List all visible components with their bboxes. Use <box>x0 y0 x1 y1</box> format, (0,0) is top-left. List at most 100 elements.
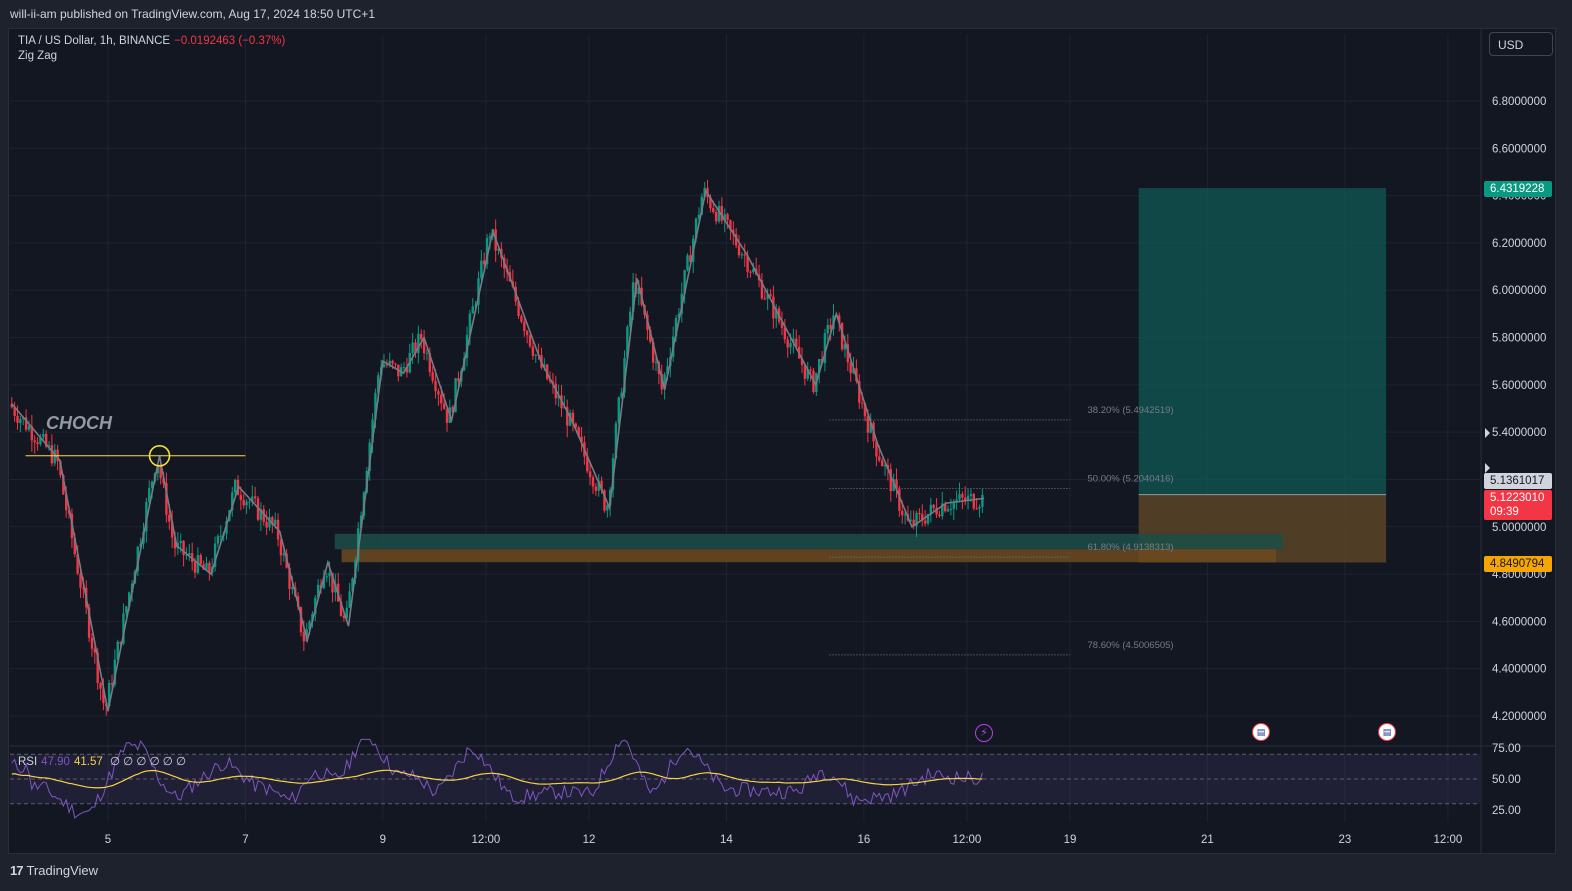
candle-body <box>314 597 317 615</box>
candle-body <box>308 621 311 630</box>
symbol-title[interactable]: TIA / US Dollar, 1h, BINANCE <box>18 35 171 47</box>
candle-body <box>829 324 832 330</box>
candle-body <box>440 394 443 404</box>
candle-body <box>838 315 841 323</box>
candle-body <box>36 442 39 445</box>
candle-body <box>869 422 872 433</box>
candle-body <box>772 296 775 319</box>
candle-body <box>483 260 486 265</box>
candle-body <box>262 509 265 522</box>
candle-body <box>107 682 111 707</box>
candle-body <box>591 477 595 487</box>
candle-body <box>929 504 933 515</box>
candle-body <box>734 234 738 246</box>
candle-body <box>783 327 787 340</box>
candle-body <box>795 338 798 347</box>
candle-body <box>732 229 735 235</box>
demand-zone-1 <box>341 549 1277 563</box>
x-axis-tick-label: 12 <box>583 834 596 846</box>
fib-level-label: 61.80% (4.9138313) <box>1088 542 1174 553</box>
target-zone <box>1138 188 1387 495</box>
fib-level-label: 78.60% (4.5006505) <box>1088 640 1174 651</box>
us-flag-event-icon[interactable]: ▤ <box>1252 723 1270 741</box>
candle-body <box>571 412 575 424</box>
candle-body <box>666 366 669 375</box>
candle-body <box>348 591 351 608</box>
y-axis-tick-label: 4.4000000 <box>1492 664 1546 676</box>
lightning-event-icon[interactable]: ⚡ <box>975 724 993 742</box>
candle-body <box>42 433 45 438</box>
rsi-ma-value: 41.57 <box>73 756 103 768</box>
candle-body <box>268 517 271 528</box>
candle-body <box>377 375 380 393</box>
candle-body <box>981 494 984 507</box>
candle-body <box>127 592 131 607</box>
candle-body <box>915 512 918 527</box>
candle-body <box>749 271 752 273</box>
candle-body <box>345 607 348 619</box>
y-axis-tick-label: 6.0000000 <box>1492 285 1546 297</box>
us-flag-event-icon-2[interactable]: ▤ <box>1378 723 1396 741</box>
candle-body <box>82 587 85 589</box>
candle-body <box>291 587 294 590</box>
x-axis-tick-label: 23 <box>1338 834 1351 846</box>
candle-body <box>271 517 274 525</box>
currency-button[interactable]: USD <box>1489 32 1553 56</box>
candle-body <box>30 426 34 441</box>
candle-body <box>875 441 878 457</box>
indicator-zigzag-label[interactable]: Zig Zag <box>18 50 57 62</box>
candle-body <box>803 365 807 379</box>
candle-body <box>909 519 913 521</box>
candle-body <box>717 205 721 222</box>
y-axis-tick-label: 6.6000000 <box>1492 143 1546 155</box>
candle-body <box>789 343 792 348</box>
price-change: −0.0192463 (−0.37%) <box>174 35 286 47</box>
candle-body <box>53 449 56 464</box>
candle-body <box>800 358 804 366</box>
candle-body <box>523 321 526 332</box>
choch-annotation: CHOCH <box>46 413 112 433</box>
candle-body <box>425 352 429 354</box>
y-axis-tick-label: 5.8000000 <box>1492 333 1546 345</box>
candle-body <box>880 460 884 467</box>
candle-body <box>454 378 457 413</box>
y-axis-tick-label: 6.2000000 <box>1492 238 1546 250</box>
candle-body <box>689 255 692 262</box>
candle-body <box>10 403 13 408</box>
candle-body <box>932 504 935 508</box>
candle-body <box>623 357 626 393</box>
candle-body <box>863 403 867 417</box>
candle-body <box>626 326 629 358</box>
candle-body <box>170 521 174 538</box>
candle-body <box>520 316 523 322</box>
target-price-tag: 6.4319228 <box>1484 181 1552 197</box>
rsi-extra-values: ∅ ∅ ∅ ∅ ∅ ∅ <box>109 756 187 768</box>
candle-body <box>351 578 354 592</box>
candle-body <box>895 479 898 489</box>
candle-body <box>603 490 606 511</box>
y-axis-tick-label: 4.8000000 <box>1492 569 1546 581</box>
candle-body <box>952 501 955 509</box>
candle-body <box>182 540 185 556</box>
candle-body <box>173 537 177 549</box>
tradingview-logo[interactable]: 17 TradingView <box>10 863 98 878</box>
footer-bar <box>0 856 1572 891</box>
y-axis-tick-label: 5.4000000 <box>1492 427 1546 439</box>
candle-body <box>188 553 191 555</box>
rsi-label[interactable]: RSI <box>18 756 38 768</box>
candle-body <box>677 313 681 318</box>
candle-body <box>339 601 343 616</box>
candle-body <box>205 562 208 570</box>
candle-body <box>90 637 94 649</box>
candle-body <box>766 294 769 299</box>
candle-body <box>703 187 706 197</box>
candle-body <box>259 509 263 520</box>
candle-body <box>302 632 306 642</box>
candle-body <box>720 205 724 221</box>
candle-body <box>714 212 718 222</box>
candle-body <box>16 415 19 423</box>
y-axis-tick-label: 6.8000000 <box>1492 96 1546 108</box>
candle-body <box>941 503 944 517</box>
candle-body <box>740 254 744 256</box>
